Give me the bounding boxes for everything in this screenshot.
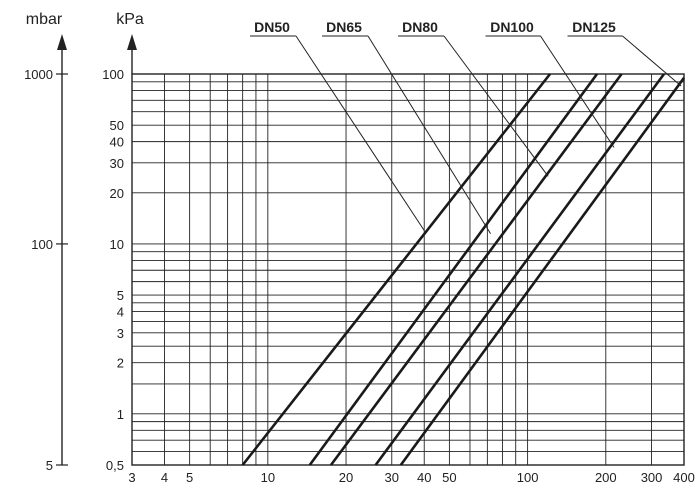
kpa-tick-label: 100 <box>102 67 124 82</box>
series-leader-line <box>540 35 615 148</box>
kpa-tick-label: 40 <box>110 135 124 150</box>
axes <box>56 34 685 466</box>
mbar-tick-label: 100 <box>31 237 53 252</box>
kpa-tick-label: 3 <box>117 326 124 341</box>
kpa-tick-label: 1 <box>117 407 124 422</box>
x-tick-label: 40 <box>417 470 431 485</box>
series-leader-line <box>367 35 491 234</box>
kpa-tick-label: 4 <box>117 305 124 320</box>
x-tick-label: 100 <box>517 470 539 485</box>
kpa-tick-label: 2 <box>117 356 124 371</box>
x-tick-label: 4 <box>161 470 168 485</box>
series-line-dn80 <box>329 73 623 466</box>
x-tick-label: 10 <box>261 470 275 485</box>
series-label-dn100: DN100 <box>490 19 534 35</box>
series-leader-line <box>295 35 425 231</box>
series-leader-line <box>443 35 549 177</box>
series-leader-line <box>622 35 682 87</box>
mbar-unit-label: mbar <box>26 11 63 28</box>
tick-labels: mbar kPa 1000 100 5 100 50 40 30 20 10 5 4 3 2 1 0,5 3 4 5 1… <box>24 11 695 485</box>
kpa-tick-label: 10 <box>110 237 124 252</box>
series-label-dn50: DN50 <box>254 19 290 35</box>
mbar-tick-label: 1000 <box>24 67 53 82</box>
series-label-dn65: DN65 <box>326 19 362 35</box>
kpa-tick-label: 0,5 <box>106 458 124 473</box>
series-line-dn65 <box>308 73 599 466</box>
kpa-tick-label: 20 <box>110 186 124 201</box>
kpa-tick-label: 50 <box>110 118 124 133</box>
plot-frame <box>131 73 685 466</box>
x-tick-label: 5 <box>186 470 193 485</box>
series-line-dn50 <box>241 73 552 466</box>
series-label-dn125: DN125 <box>572 19 616 35</box>
x-tick-label: 50 <box>442 470 456 485</box>
series-line-dn125 <box>399 77 686 466</box>
kpa-tick-label: 30 <box>110 156 124 171</box>
x-tick-label: 200 <box>595 470 617 485</box>
kpa-unit-label: kPa <box>116 11 144 28</box>
series-labels: DN50 DN65 DN80 DN100 DN125 <box>250 19 682 234</box>
mbar-axis-arrow-icon <box>57 34 67 50</box>
x-tick-label: 400 <box>673 470 695 485</box>
x-tick-label: 30 <box>385 470 399 485</box>
kpa-tick-label: 5 <box>117 288 124 303</box>
x-tick-label: 20 <box>339 470 353 485</box>
x-tick-label: 300 <box>641 470 663 485</box>
series-lines <box>241 73 686 466</box>
x-tick-label: 3 <box>128 470 135 485</box>
series-line-dn100 <box>374 73 666 466</box>
mbar-tick-label: 5 <box>46 458 53 473</box>
series-label-dn80: DN80 <box>402 19 438 35</box>
grid <box>132 74 685 465</box>
kpa-axis-arrow-icon <box>127 34 137 50</box>
